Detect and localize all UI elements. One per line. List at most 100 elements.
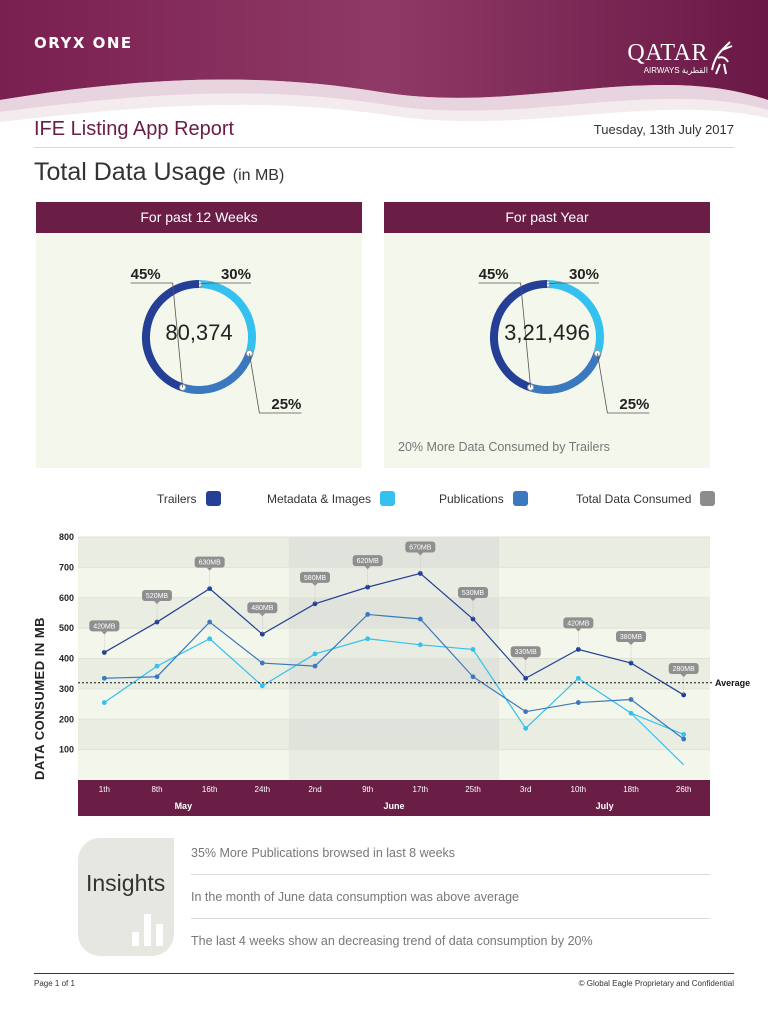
- data-point: [681, 732, 687, 737]
- value-label-text: 280MB: [673, 666, 696, 673]
- x-axis-strip: [78, 780, 710, 816]
- qatar-logo-sub: AIRWAYS القطرية: [643, 66, 708, 75]
- value-label-text: 580MB: [304, 575, 327, 582]
- grid-stripe: [78, 537, 710, 567]
- data-point: [417, 616, 423, 622]
- header-banner: [0, 0, 768, 122]
- data-point: [681, 692, 687, 698]
- legend-swatch: [380, 491, 396, 506]
- value-label-text: 520MB: [146, 593, 169, 600]
- data-point: [154, 663, 160, 669]
- data-point: [628, 697, 634, 702]
- donut-percent-label: 25%: [619, 396, 649, 413]
- data-point: [259, 631, 265, 637]
- value-label-pointer: [312, 582, 318, 586]
- data-point: [312, 663, 318, 669]
- usage-panel-year: For past Year 30% 25% 45% 3,21,496 20% Mor…: [384, 202, 710, 468]
- x-tick-label: 17th: [413, 785, 429, 794]
- data-point: [154, 619, 160, 625]
- series-tail: [630, 712, 685, 766]
- qatar-airways-logo: QATAR AIRWAYS القطرية: [614, 40, 734, 80]
- data-point: [312, 601, 318, 607]
- donut-percent-label: 25%: [271, 396, 301, 413]
- data-point: [101, 700, 107, 705]
- x-tick-label: 3rd: [520, 785, 532, 794]
- y-tick-label: 100: [59, 745, 74, 755]
- month-label: May: [175, 801, 193, 811]
- value-label-pointer: [154, 601, 160, 605]
- value-label-text: 330MB: [515, 649, 538, 656]
- donut-segment: [198, 280, 256, 355]
- y-tick-label: 400: [59, 654, 74, 664]
- value-label-badge: [458, 587, 488, 599]
- insight-item: 35% More Publications browsed in last 8 …: [191, 846, 456, 860]
- value-label-badge: [616, 631, 646, 643]
- donut-percent-label: 30%: [569, 266, 599, 283]
- y-axis-label: DATA CONSUMED IN MB: [32, 617, 47, 780]
- series-line: [104, 572, 684, 696]
- legend-swatch: [512, 491, 528, 506]
- donut-callout-line: [478, 282, 532, 388]
- insights-title: Insights: [86, 870, 166, 896]
- section-title-text: Total Data Usage: [34, 158, 226, 186]
- legend-item-metadata: Metadata & Images: [267, 491, 396, 506]
- value-label-pointer: [628, 642, 634, 646]
- oryx-one-logo: ORYX ONE: [34, 34, 133, 52]
- donut-total: 3,21,496: [504, 320, 590, 345]
- grid-stripe: [78, 598, 710, 628]
- data-point: [259, 660, 265, 666]
- data-point: [470, 616, 476, 622]
- insight-item: The last 4 weeks show an decreasing tren…: [191, 934, 593, 948]
- value-label-text: 420MB: [93, 623, 116, 630]
- data-point: [365, 584, 371, 590]
- copyright-notice: © Global Eagle Proprietary and Confident…: [578, 979, 734, 988]
- legend-label: Total Data Consumed: [576, 491, 692, 506]
- footer-divider: [34, 973, 734, 974]
- y-tick-label: 700: [59, 562, 74, 572]
- data-point: [523, 675, 529, 681]
- data-point: [575, 675, 581, 681]
- legend-swatch: [700, 491, 716, 506]
- month-label: June: [383, 801, 404, 811]
- month-label: July: [596, 801, 614, 811]
- data-point: [312, 651, 318, 657]
- donut-segment: [529, 352, 602, 394]
- panel-note: 20% More Data Consumed by Trailers: [398, 440, 610, 454]
- insight-divider: [191, 918, 710, 919]
- value-label-pointer: [364, 566, 371, 570]
- value-label-text: 670MB: [409, 544, 432, 551]
- panel-heading: For past 12 Weeks: [36, 202, 362, 233]
- donut-callout-line: [198, 282, 251, 285]
- section-title: Total Data Usage (in MB): [34, 158, 284, 187]
- x-tick-label: 9th: [362, 785, 373, 794]
- x-tick-label: 25th: [465, 785, 481, 794]
- legend-label: Trailers: [157, 491, 197, 506]
- y-tick-label: 500: [59, 623, 74, 633]
- x-tick-label: 10th: [571, 785, 587, 794]
- grid-stripe: [78, 659, 710, 689]
- donut-chart: 30% 25% 45%: [478, 266, 650, 414]
- value-label-pointer: [575, 628, 582, 632]
- donut-chart: 30% 25% 45%: [130, 266, 302, 414]
- legend-item-publications: Publications: [439, 491, 528, 506]
- data-point: [470, 646, 476, 652]
- value-label-text: 480MB: [251, 605, 274, 612]
- value-label-badge: [563, 617, 594, 629]
- value-label-pointer: [206, 567, 213, 571]
- donut-segment: [490, 280, 548, 392]
- donut-segment: [546, 280, 604, 355]
- insight-divider: [191, 874, 710, 875]
- legend-label: Publications: [439, 491, 504, 506]
- donut-callout-line: [546, 282, 599, 285]
- data-point: [417, 642, 423, 648]
- value-label-badge: [352, 555, 383, 567]
- x-tick-label: 16th: [202, 785, 218, 794]
- data-point: [207, 636, 213, 642]
- usage-panel-12-weeks: For past 12 Weeks 30% 25% 45% 80,374: [36, 202, 362, 468]
- oryx-icon: [711, 41, 733, 75]
- donut-percent-label: 30%: [221, 266, 251, 283]
- data-point: [259, 683, 265, 689]
- legend-swatch: [205, 491, 221, 506]
- data-point: [523, 709, 529, 715]
- value-label-badge: [300, 571, 330, 583]
